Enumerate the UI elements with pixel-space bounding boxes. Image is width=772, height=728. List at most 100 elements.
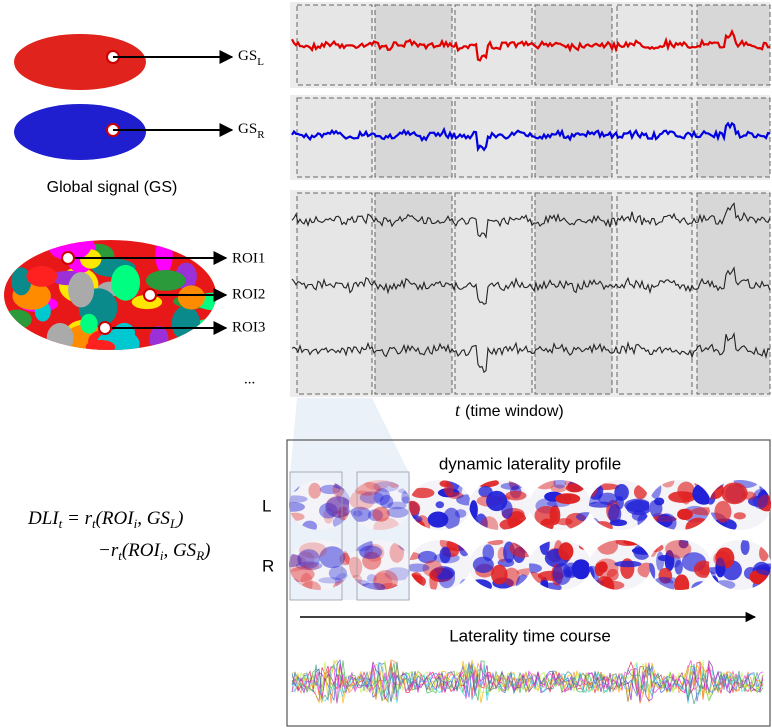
map-blob [373, 488, 391, 506]
brain-map [409, 480, 471, 530]
signal-trace [291, 266, 771, 305]
map-blob [289, 554, 307, 572]
time-window [616, 192, 693, 395]
map-blob [491, 564, 508, 585]
window-box [289, 471, 343, 601]
map-blob [439, 546, 451, 564]
map-blob [318, 577, 343, 584]
map-blob [367, 509, 384, 522]
region [171, 305, 201, 341]
map-blob [389, 542, 405, 563]
map-blob [608, 504, 622, 524]
time-window [454, 192, 533, 395]
brain-map [469, 480, 531, 530]
map-bg [349, 480, 411, 530]
map-blob [372, 506, 390, 522]
map-blob [597, 561, 608, 573]
map-blob [693, 560, 711, 578]
map-blob [326, 495, 350, 514]
map-blob [418, 550, 438, 564]
map-blob [438, 567, 456, 589]
region [85, 339, 116, 350]
region [191, 240, 210, 255]
map-blob [469, 500, 478, 520]
map-blob [674, 574, 690, 590]
region [68, 271, 95, 308]
time-window [696, 97, 771, 178]
signal-panels [290, 2, 771, 397]
formula-text: −r [98, 540, 119, 561]
time-window [534, 192, 613, 395]
map-blob [474, 480, 499, 488]
formula-line: DLIt = rt(ROIi, GSL) [27, 508, 184, 531]
map-blob [298, 542, 327, 559]
map-blob [614, 560, 642, 568]
map-blob [410, 487, 435, 499]
map-blob [714, 500, 732, 523]
map-blob [712, 580, 736, 590]
map-blob [289, 554, 302, 568]
map-blob [649, 480, 662, 499]
map-blob [515, 574, 531, 590]
seed-dot [98, 321, 112, 335]
map-blob [555, 493, 581, 505]
map-blob [565, 483, 584, 493]
signal-trace [291, 202, 771, 240]
gs-right-label: GSR [238, 121, 265, 140]
map-blob [578, 542, 590, 550]
time-axis-label: t (time window) [455, 400, 564, 420]
map-blob [606, 568, 619, 581]
roi-label: ROI2 [232, 286, 265, 302]
formula-text: ) [203, 540, 210, 561]
map-blob [499, 518, 525, 530]
map-bg [349, 540, 411, 590]
map-blob [337, 506, 349, 521]
formula-sub: t [92, 516, 96, 531]
map-blob [649, 542, 664, 553]
map-blob [649, 540, 658, 557]
map-blob [319, 546, 346, 569]
time-window [296, 192, 373, 395]
map-blob [335, 487, 351, 505]
region [194, 318, 216, 332]
map-blob [373, 570, 398, 590]
map-blob [359, 491, 384, 504]
time-window [696, 4, 771, 86]
map-blob [552, 562, 572, 585]
map-blob [379, 494, 394, 509]
map-blob [752, 488, 769, 510]
map-blob [427, 511, 449, 528]
map-blob [373, 517, 400, 530]
map-blob [633, 484, 648, 500]
map-blob [422, 560, 443, 577]
map-blob [637, 562, 651, 578]
formula-text: , GS [137, 508, 170, 529]
brain-map [349, 480, 411, 530]
map-blob [366, 574, 377, 583]
row-label: L [262, 496, 271, 515]
time-window [454, 4, 533, 86]
map-blob [685, 517, 711, 530]
map-blob [664, 550, 675, 572]
map-blob [469, 579, 492, 590]
map-blob [589, 517, 601, 530]
formula-text: ) [176, 508, 183, 529]
map-blob [539, 540, 550, 555]
formula-text: (ROI [122, 540, 162, 561]
map-blob [297, 549, 321, 569]
map-blob [349, 490, 376, 510]
map-blob [571, 559, 591, 580]
map-blob [446, 540, 469, 552]
map-blob [591, 521, 613, 530]
signal-trace [291, 28, 771, 62]
formula-text: = r [62, 508, 92, 529]
map-blob [372, 572, 393, 590]
region [110, 264, 141, 301]
map-blob [500, 482, 523, 490]
brain-map [709, 540, 771, 590]
map-blob [319, 502, 338, 519]
course-trace [291, 659, 764, 704]
map-blob [657, 554, 670, 562]
map-blob [678, 540, 689, 549]
time-window [534, 97, 613, 178]
